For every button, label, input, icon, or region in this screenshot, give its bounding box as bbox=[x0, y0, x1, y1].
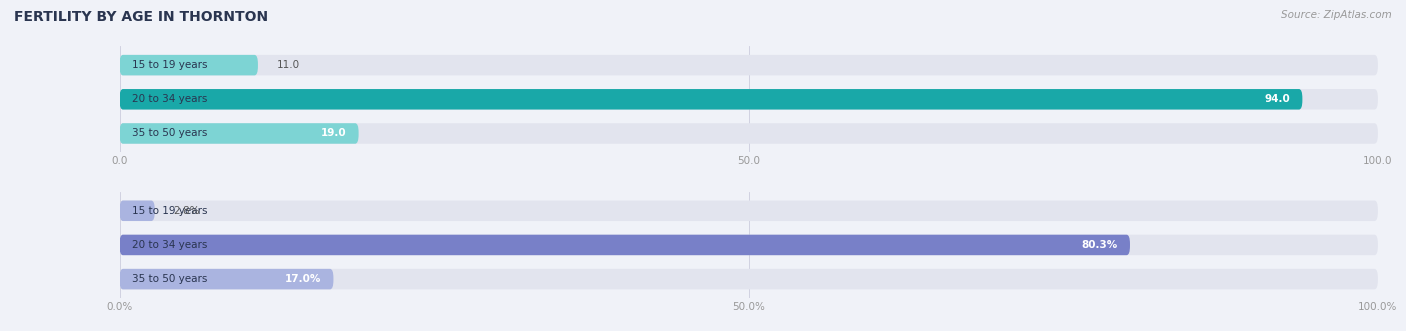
Text: 15 to 19 years: 15 to 19 years bbox=[132, 60, 208, 70]
Text: Source: ZipAtlas.com: Source: ZipAtlas.com bbox=[1281, 10, 1392, 20]
Text: 20 to 34 years: 20 to 34 years bbox=[132, 240, 208, 250]
FancyBboxPatch shape bbox=[120, 201, 1378, 221]
Text: 94.0: 94.0 bbox=[1264, 94, 1289, 104]
FancyBboxPatch shape bbox=[120, 89, 1378, 110]
FancyBboxPatch shape bbox=[120, 55, 257, 75]
FancyBboxPatch shape bbox=[120, 123, 359, 144]
FancyBboxPatch shape bbox=[120, 201, 155, 221]
Text: FERTILITY BY AGE IN THORNTON: FERTILITY BY AGE IN THORNTON bbox=[14, 10, 269, 24]
FancyBboxPatch shape bbox=[120, 269, 333, 289]
Text: 35 to 50 years: 35 to 50 years bbox=[132, 128, 208, 138]
Text: 19.0: 19.0 bbox=[321, 128, 346, 138]
FancyBboxPatch shape bbox=[120, 235, 1378, 255]
Text: 11.0: 11.0 bbox=[277, 60, 299, 70]
Text: 17.0%: 17.0% bbox=[284, 274, 321, 284]
FancyBboxPatch shape bbox=[120, 123, 1378, 144]
FancyBboxPatch shape bbox=[120, 55, 1378, 75]
Text: 15 to 19 years: 15 to 19 years bbox=[132, 206, 208, 216]
FancyBboxPatch shape bbox=[120, 235, 1130, 255]
Text: 2.8%: 2.8% bbox=[173, 206, 200, 216]
Text: 20 to 34 years: 20 to 34 years bbox=[132, 94, 208, 104]
Text: 80.3%: 80.3% bbox=[1081, 240, 1118, 250]
FancyBboxPatch shape bbox=[120, 269, 1378, 289]
Text: 35 to 50 years: 35 to 50 years bbox=[132, 274, 208, 284]
FancyBboxPatch shape bbox=[120, 89, 1302, 110]
